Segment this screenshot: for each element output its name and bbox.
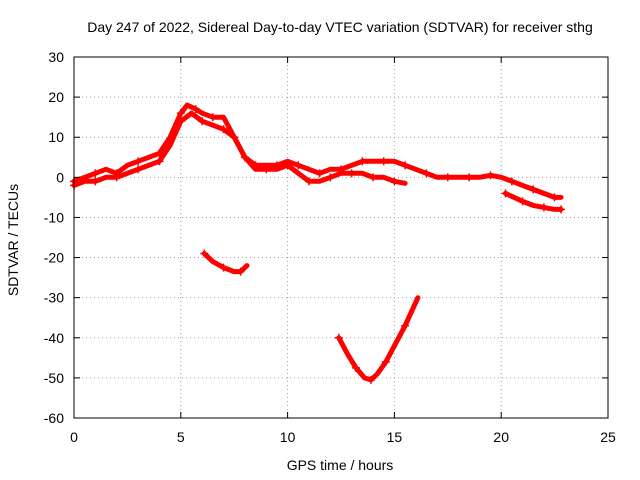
data-point-marker	[219, 263, 228, 272]
y-tick-label: -40	[44, 330, 64, 346]
x-tick-label: 5	[177, 429, 185, 445]
data-point-marker	[351, 363, 360, 372]
data-point-marker	[262, 165, 271, 174]
data-point-marker	[501, 189, 510, 198]
data-point-marker	[358, 157, 367, 166]
y-tick-label: 30	[48, 49, 64, 65]
data-point-marker	[208, 113, 217, 122]
data-point-marker	[401, 321, 410, 330]
y-tick-label: -20	[44, 250, 64, 266]
data-point-marker	[366, 375, 375, 384]
data-point-marker	[236, 267, 245, 276]
data-point-marker	[198, 117, 207, 126]
data-point-marker	[200, 249, 209, 258]
data-point-marker	[176, 117, 185, 126]
data-point-marker	[379, 157, 388, 166]
chart-title: Day 247 of 2022, Sidereal Day-to-day VTE…	[87, 19, 593, 35]
series-track-v-shape	[336, 295, 421, 383]
data-point-marker	[191, 105, 200, 114]
x-axis-label: GPS time / hours	[287, 457, 394, 473]
x-tick-label: 10	[280, 429, 296, 445]
x-tick-label: 20	[493, 429, 509, 445]
data-point-marker	[486, 171, 495, 180]
series-track-main-lower	[71, 110, 408, 188]
x-tick-label: 25	[600, 429, 616, 445]
data-point-marker	[443, 173, 452, 182]
data-point-marker	[176, 109, 185, 118]
grid-layer	[74, 57, 608, 418]
data-point-marker	[283, 161, 292, 170]
y-tick-label: 20	[48, 89, 64, 105]
data-point-marker	[240, 153, 249, 162]
series-track-mid-dip	[201, 251, 250, 275]
data-point-marker	[390, 177, 399, 186]
series-track-late-lower	[503, 190, 564, 212]
tick-layer	[73, 56, 609, 419]
data-point-marker	[557, 205, 566, 214]
y-axis-label: SDTVAR / TECUs	[5, 184, 21, 296]
data-point-marker	[369, 173, 378, 182]
y-tick-label: -50	[44, 370, 64, 386]
data-point-marker	[422, 169, 431, 178]
data-point-marker	[347, 169, 356, 178]
data-point-marker	[315, 169, 324, 178]
data-point-marker	[401, 161, 410, 170]
data-point-marker	[326, 173, 335, 182]
data-point-marker	[134, 157, 143, 166]
y-tick-label: -30	[44, 290, 64, 306]
data-point-marker	[134, 165, 143, 174]
y-tick-label: -10	[44, 209, 64, 225]
y-tick-label: 0	[56, 169, 64, 185]
data-point-marker	[304, 177, 313, 186]
data-point-marker	[465, 173, 474, 182]
plot-frame	[73, 56, 609, 419]
data-point-marker	[518, 197, 527, 206]
data-point-marker	[529, 185, 538, 194]
x-tick-label: 15	[387, 429, 403, 445]
series-layer	[70, 102, 566, 384]
y-tick-label: 10	[48, 129, 64, 145]
data-point-marker	[219, 125, 228, 134]
data-point-marker	[155, 157, 164, 166]
data-point-marker	[539, 203, 548, 212]
data-point-marker	[550, 193, 559, 202]
data-point-marker	[112, 173, 121, 182]
data-point-marker	[507, 177, 516, 186]
data-point-marker	[91, 169, 100, 178]
data-point-marker	[334, 333, 343, 342]
y-tick-label: -60	[44, 410, 64, 426]
data-point-marker	[381, 357, 390, 366]
label-layer: 0 5 10 15 20 25 -60 -50 -40 -30 -20 -10 0 10 20 30	[44, 49, 616, 445]
x-tick-label: 0	[70, 429, 78, 445]
data-point-marker	[91, 177, 100, 186]
data-point-marker	[294, 161, 303, 170]
